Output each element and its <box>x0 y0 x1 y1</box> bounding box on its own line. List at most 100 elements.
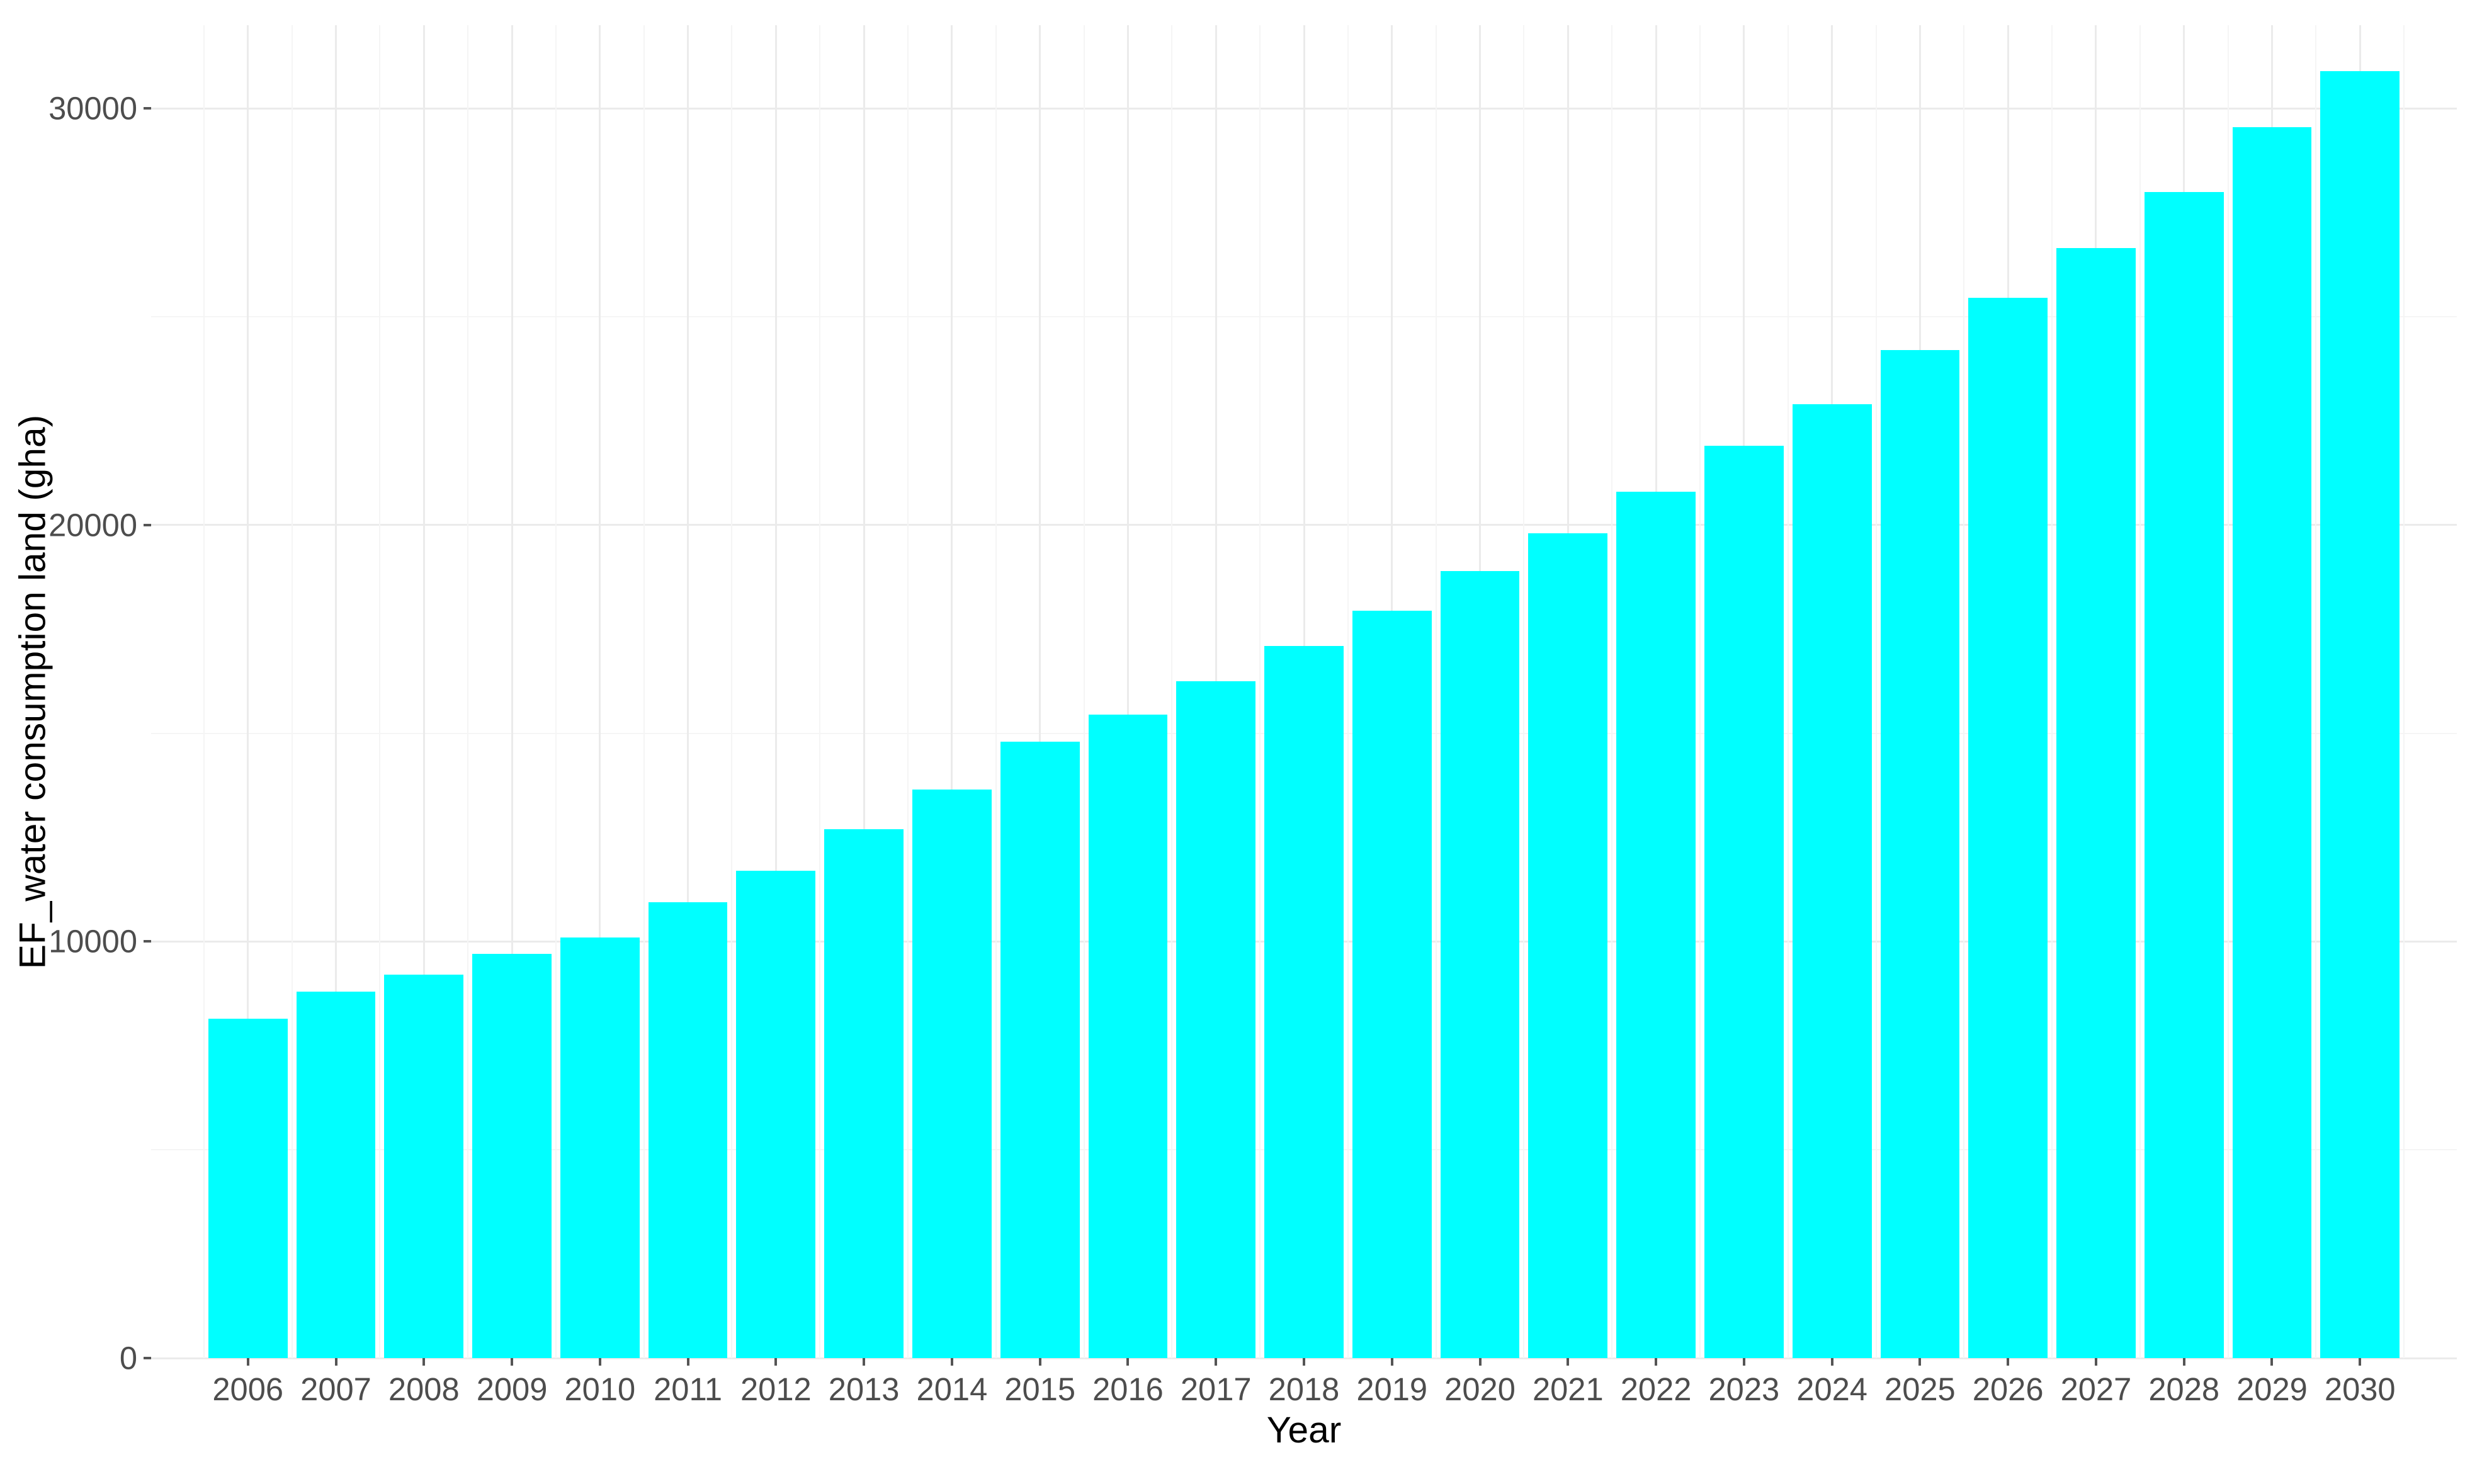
minor-gridline-v <box>555 25 557 1358</box>
y-tick-mark <box>144 524 151 526</box>
x-tick-label: 2007 <box>300 1371 371 1408</box>
minor-gridline-v <box>2228 25 2229 1358</box>
y-tick-label: 20000 <box>48 506 137 543</box>
x-axis-label: Year <box>1267 1409 1342 1451</box>
x-tick-label: 2027 <box>2061 1371 2132 1408</box>
bar <box>1968 298 2048 1358</box>
y-axis-label: EF_water consumption land (gha) <box>12 414 54 968</box>
x-tick-mark <box>774 1358 777 1366</box>
bar <box>2233 127 2312 1358</box>
bar <box>912 790 992 1358</box>
y-tick-mark <box>144 1357 151 1359</box>
x-tick-mark <box>335 1358 337 1366</box>
x-tick-mark <box>1743 1358 1745 1366</box>
minor-gridline-v <box>1171 25 1172 1358</box>
x-tick-mark <box>2270 1358 2273 1366</box>
minor-gridline-v <box>1963 25 1964 1358</box>
minor-gridline-v <box>203 25 205 1358</box>
x-tick-mark <box>2183 1358 2185 1366</box>
x-tick-label: 2006 <box>212 1371 283 1408</box>
bar <box>1089 715 1168 1358</box>
x-tick-label: 2015 <box>1004 1371 1075 1408</box>
minor-gridline-v <box>1084 25 1085 1358</box>
x-tick-label: 2028 <box>2148 1371 2219 1408</box>
bar <box>1176 681 1255 1358</box>
minor-gridline-v <box>2315 25 2316 1358</box>
x-tick-label: 2020 <box>1444 1371 1516 1408</box>
x-tick-mark <box>1655 1358 1657 1366</box>
x-tick-mark <box>599 1358 601 1366</box>
minor-gridline-v <box>1699 25 1701 1358</box>
minor-gridline-v <box>995 25 997 1358</box>
bar <box>1264 646 1344 1358</box>
x-tick-label: 2023 <box>1708 1371 1779 1408</box>
x-tick-label: 2010 <box>564 1371 635 1408</box>
minor-gridline-v <box>1347 25 1349 1358</box>
x-tick-mark <box>422 1358 425 1366</box>
y-tick-mark <box>144 940 151 943</box>
bar <box>208 1019 288 1358</box>
bar <box>384 975 463 1358</box>
x-tick-mark <box>951 1358 953 1366</box>
bar <box>1881 350 1960 1358</box>
x-tick-mark <box>2095 1358 2097 1366</box>
y-tick-label: 0 <box>120 1340 137 1377</box>
x-tick-label: 2012 <box>740 1371 812 1408</box>
minor-gridline-v <box>1523 25 1524 1358</box>
minor-gridline-v <box>1876 25 1877 1358</box>
plot-area <box>151 25 2457 1358</box>
minor-gridline-v <box>467 25 468 1358</box>
minor-gridline-v <box>1788 25 1789 1358</box>
bar <box>1352 611 1432 1359</box>
bar <box>1704 446 1784 1358</box>
minor-gridline-v <box>292 25 293 1358</box>
x-tick-mark <box>511 1358 513 1366</box>
x-tick-label: 2017 <box>1181 1371 1252 1408</box>
x-tick-mark <box>1126 1358 1129 1366</box>
minor-gridline-v <box>1259 25 1261 1358</box>
x-tick-label: 2029 <box>2236 1371 2308 1408</box>
y-tick-label: 30000 <box>48 90 137 127</box>
minor-gridline-v <box>1436 25 1437 1358</box>
x-tick-mark <box>1918 1358 1921 1366</box>
x-tick-label: 2018 <box>1269 1371 1340 1408</box>
minor-gridline-v <box>2403 25 2405 1358</box>
x-tick-label: 2024 <box>1796 1371 1867 1408</box>
x-tick-mark <box>2359 1358 2361 1366</box>
x-tick-mark <box>1039 1358 1041 1366</box>
minor-gridline-v <box>2051 25 2053 1358</box>
x-tick-label: 2008 <box>388 1371 460 1408</box>
x-tick-label: 2009 <box>477 1371 548 1408</box>
minor-gridline-v <box>907 25 909 1358</box>
x-tick-mark <box>1303 1358 1305 1366</box>
bar <box>649 902 728 1358</box>
bar <box>2320 71 2400 1358</box>
x-tick-mark <box>1391 1358 1393 1366</box>
x-tick-label: 2013 <box>829 1371 900 1408</box>
y-tick-mark <box>144 107 151 110</box>
minor-gridline-v <box>2139 25 2141 1358</box>
x-tick-mark <box>247 1358 249 1366</box>
x-tick-mark <box>687 1358 689 1366</box>
x-tick-mark <box>863 1358 865 1366</box>
x-tick-mark <box>2007 1358 2009 1366</box>
x-tick-label: 2016 <box>1092 1371 1164 1408</box>
bar <box>736 871 815 1358</box>
x-tick-mark <box>1479 1358 1482 1366</box>
minor-gridline-v <box>819 25 820 1358</box>
minor-gridline-v <box>731 25 732 1358</box>
x-tick-mark <box>1831 1358 1833 1366</box>
bar <box>1793 404 1872 1358</box>
x-tick-label: 2026 <box>1973 1371 2044 1408</box>
x-tick-label: 2011 <box>654 1371 722 1408</box>
x-tick-label: 2030 <box>2325 1371 2396 1408</box>
x-tick-mark <box>1215 1358 1217 1366</box>
bar <box>560 937 640 1358</box>
bar <box>1000 742 1080 1358</box>
bar <box>2145 192 2224 1358</box>
bar <box>1441 571 1520 1358</box>
minor-gridline-v <box>1611 25 1612 1358</box>
x-tick-mark <box>1567 1358 1569 1366</box>
minor-gridline-v <box>379 25 380 1358</box>
bar <box>297 992 376 1358</box>
